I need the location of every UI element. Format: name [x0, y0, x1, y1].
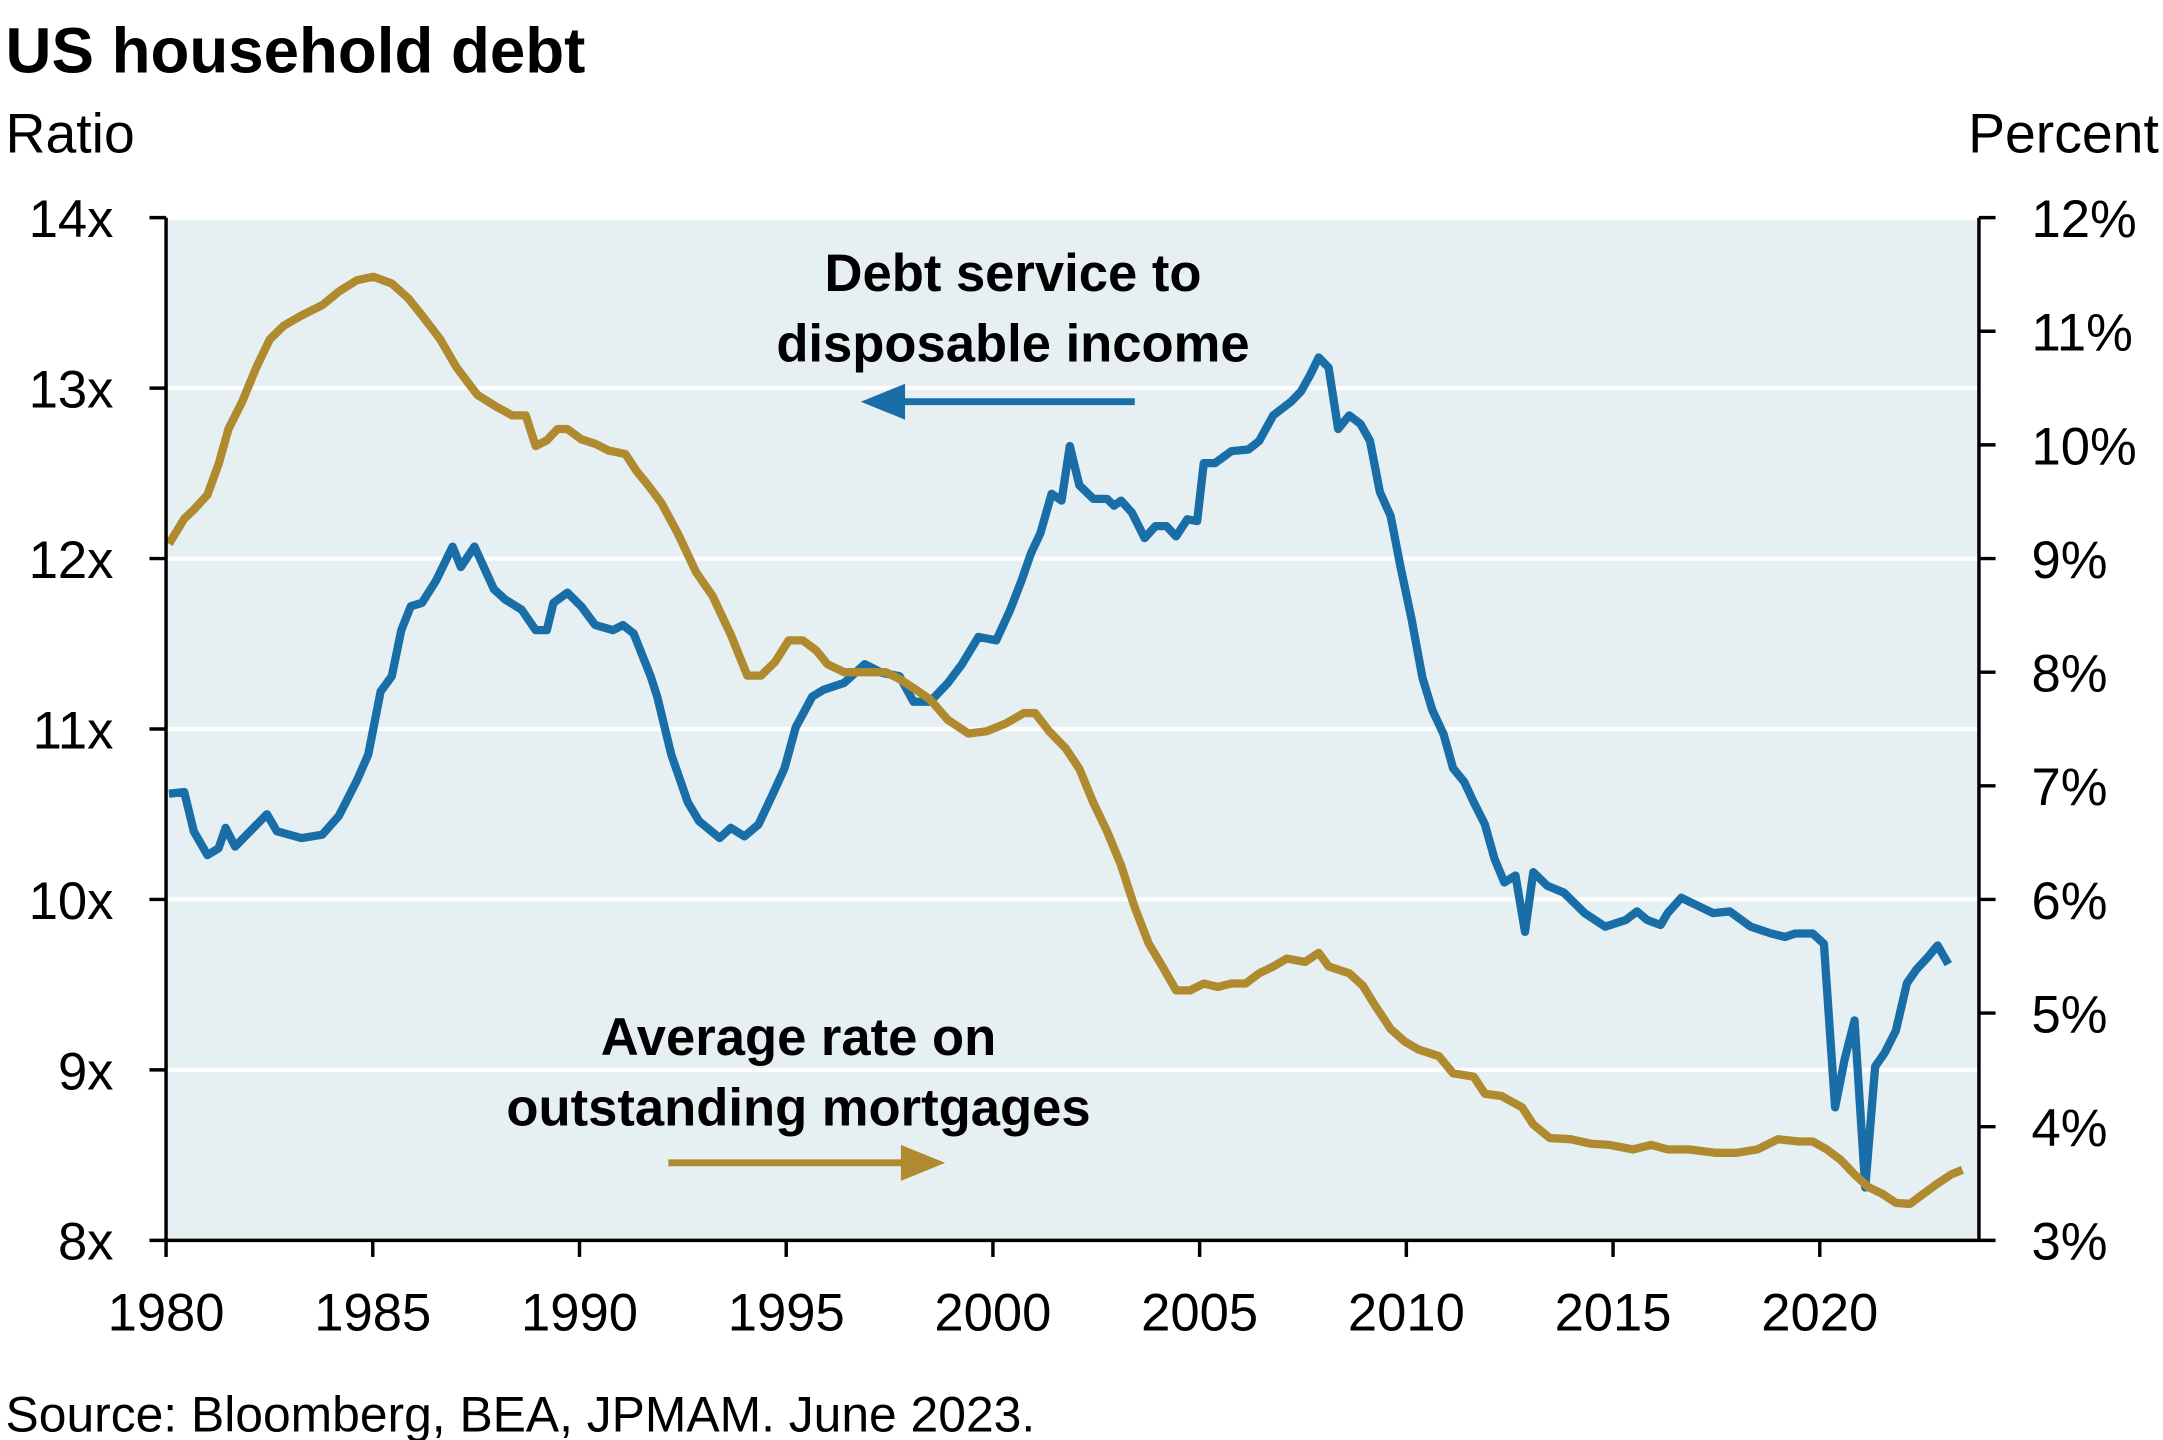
y2-tick-label: 9%	[2032, 531, 2108, 590]
data-line	[165, 272, 1964, 1209]
chart-title: US household debt	[6, 15, 586, 86]
y-tick-label: 8x	[58, 1213, 114, 1272]
x-tick-label: 2015	[1555, 1283, 1672, 1342]
y2-axis-label: Percent	[1968, 103, 2159, 165]
series-annotation: disposable income	[776, 315, 1249, 374]
x-tick-label: 2005	[1141, 1283, 1258, 1342]
y2-tick-label: 6%	[2032, 872, 2108, 931]
x-tick-label: 2010	[1348, 1283, 1465, 1342]
y2-tick-label: 8%	[2032, 645, 2108, 704]
x-tick-label: 1995	[728, 1283, 845, 1342]
y2-tick-label: 10%	[2032, 417, 2137, 476]
x-tick-label: 2000	[934, 1283, 1051, 1342]
y2-tick-label: 11%	[2032, 304, 2133, 363]
series-annotation: Debt service to	[825, 244, 1202, 303]
x-tick-label: 1990	[521, 1283, 638, 1342]
annotation-arrowhead	[900, 1144, 946, 1181]
y2-tick-label: 3%	[2032, 1213, 2108, 1272]
y2-tick-label: 5%	[2032, 985, 2108, 1044]
x-tick-label: 1985	[314, 1283, 431, 1342]
source-note: Source: Bloomberg, BEA, JPMAM. June 2023…	[6, 1386, 1036, 1440]
y-tick-label: 11x	[33, 701, 114, 760]
x-tick-label: 2020	[1761, 1283, 1878, 1342]
data-line	[168, 353, 1952, 1192]
y-tick-label: 9x	[58, 1042, 114, 1101]
y2-tick-label: 7%	[2032, 758, 2108, 817]
y-tick-label: 10x	[29, 872, 114, 931]
series-annotation: outstanding mortgages	[506, 1078, 1090, 1137]
y-tick-label: 12x	[29, 531, 114, 590]
y-tick-label: 14x	[29, 190, 114, 249]
y-axis-label: Ratio	[6, 103, 135, 165]
annotation-arrowhead	[860, 383, 906, 420]
y2-tick-label: 12%	[2032, 190, 2137, 249]
series-annotation: Average rate on	[601, 1008, 996, 1067]
y-tick-label: 13x	[29, 360, 114, 419]
x-tick-label: 1980	[108, 1283, 225, 1342]
y2-tick-label: 4%	[2032, 1099, 2108, 1158]
